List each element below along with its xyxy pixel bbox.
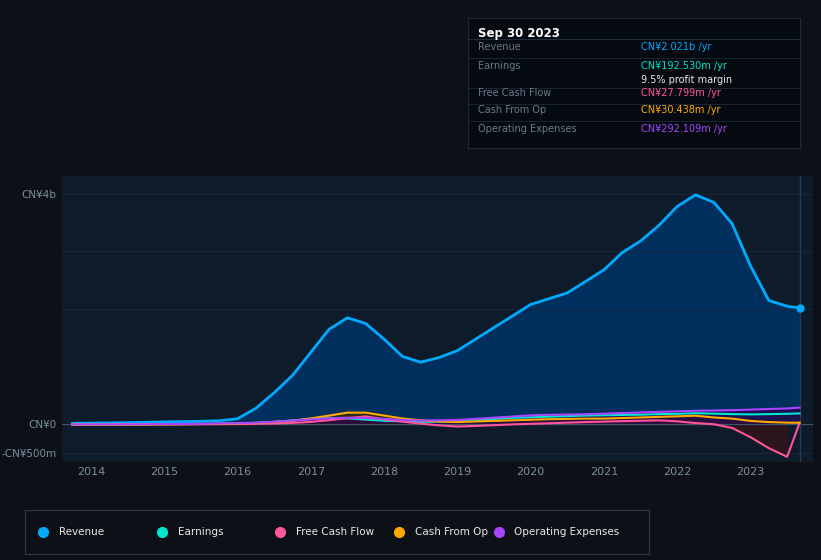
Text: CN¥2.021b /yr: CN¥2.021b /yr bbox=[640, 41, 711, 52]
Text: Earnings: Earnings bbox=[478, 61, 521, 71]
Text: Operating Expenses: Operating Expenses bbox=[478, 124, 576, 133]
Text: CN¥30.438m /yr: CN¥30.438m /yr bbox=[640, 105, 720, 115]
Text: Earnings: Earnings bbox=[177, 527, 223, 537]
Text: 9.5% profit margin: 9.5% profit margin bbox=[640, 76, 732, 85]
Text: Cash From Op: Cash From Op bbox=[478, 105, 546, 115]
Text: Revenue: Revenue bbox=[478, 41, 521, 52]
Text: Cash From Op: Cash From Op bbox=[415, 527, 488, 537]
Text: CN¥292.109m /yr: CN¥292.109m /yr bbox=[640, 124, 727, 133]
Text: Free Cash Flow: Free Cash Flow bbox=[296, 527, 374, 537]
Text: Sep 30 2023: Sep 30 2023 bbox=[478, 27, 560, 40]
Text: Free Cash Flow: Free Cash Flow bbox=[478, 88, 551, 99]
Text: Operating Expenses: Operating Expenses bbox=[515, 527, 620, 537]
Text: Revenue: Revenue bbox=[59, 527, 104, 537]
Text: CN¥192.530m /yr: CN¥192.530m /yr bbox=[640, 61, 727, 71]
Text: CN¥27.799m /yr: CN¥27.799m /yr bbox=[640, 88, 721, 99]
